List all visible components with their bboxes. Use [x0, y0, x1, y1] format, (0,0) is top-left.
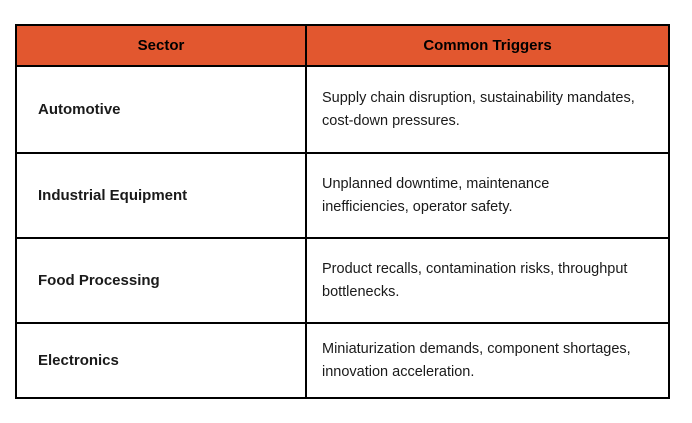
sector-cell: Industrial Equipment	[15, 152, 307, 239]
table-row: Electronics Miniaturization demands, com…	[15, 322, 670, 399]
sector-triggers-table: Sector Common Triggers Automotive Supply…	[15, 24, 670, 399]
header-common-triggers: Common Triggers	[305, 24, 670, 67]
table-row: Automotive Supply chain disruption, sust…	[15, 65, 670, 154]
table-row: Food Processing Product recalls, contami…	[15, 237, 670, 324]
triggers-cell: Unplanned downtime, maintenance ineffici…	[305, 152, 670, 239]
sector-cell: Food Processing	[15, 237, 307, 324]
sector-triggers-table-container: Sector Common Triggers Automotive Supply…	[15, 24, 670, 399]
header-row: Sector Common Triggers	[15, 24, 670, 67]
triggers-cell: Miniaturization demands, component short…	[305, 322, 670, 399]
header-sector: Sector	[15, 24, 307, 67]
triggers-cell: Supply chain disruption, sustainability …	[305, 65, 670, 154]
sector-cell: Electronics	[15, 322, 307, 399]
table-row: Industrial Equipment Unplanned downtime,…	[15, 152, 670, 239]
triggers-cell: Product recalls, contamination risks, th…	[305, 237, 670, 324]
sector-cell: Automotive	[15, 65, 307, 154]
